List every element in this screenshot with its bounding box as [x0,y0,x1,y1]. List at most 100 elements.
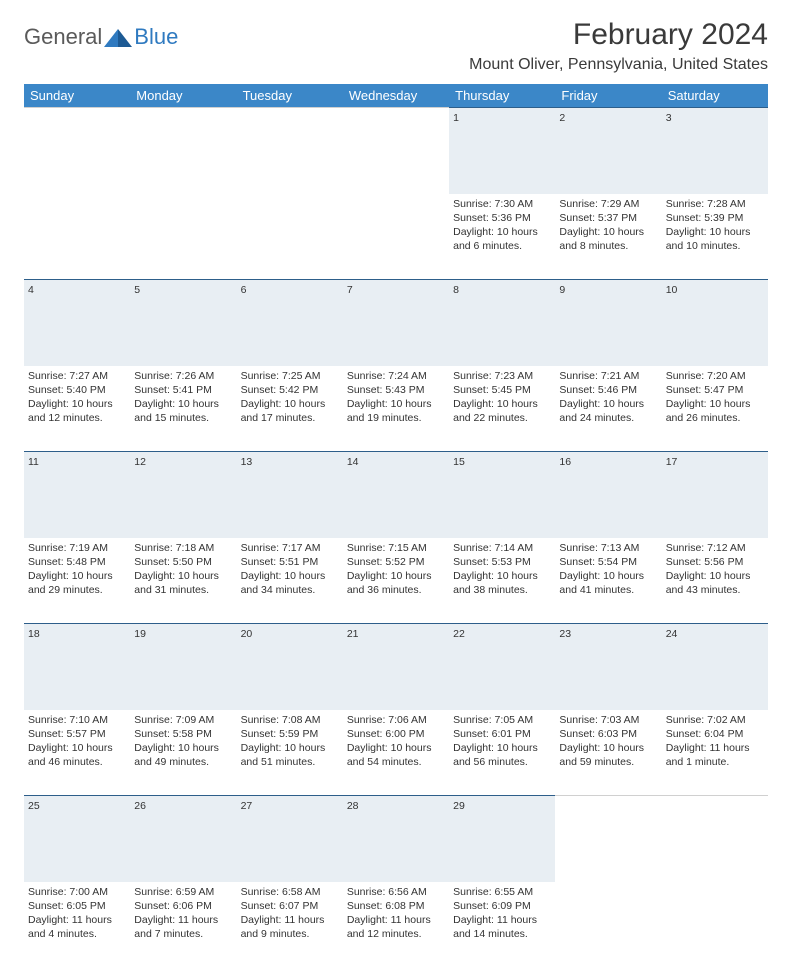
day-header: Wednesday [343,84,449,108]
day-detail-line: and 6 minutes. [453,239,551,253]
day-cell: Sunrise: 7:14 AMSunset: 5:53 PMDaylight:… [449,538,555,624]
day-detail-line: Sunset: 5:43 PM [347,383,445,397]
day-cell: Sunrise: 7:20 AMSunset: 5:47 PMDaylight:… [662,366,768,452]
day-detail-line: Daylight: 10 hours [666,225,764,239]
day-detail-line: Daylight: 10 hours [666,397,764,411]
day-detail-line: Sunrise: 6:55 AM [453,885,551,899]
day-detail-line: Sunset: 6:01 PM [453,727,551,741]
day-detail-line: Daylight: 10 hours [347,397,445,411]
day-number: 22 [449,624,555,710]
day-number: 18 [24,624,130,710]
day-detail-line: Daylight: 10 hours [241,569,339,583]
day-number: 12 [130,452,236,538]
day-header-row: SundayMondayTuesdayWednesdayThursdayFrid… [24,84,768,108]
day-detail-line: Daylight: 10 hours [28,741,126,755]
day-cell: Sunrise: 7:18 AMSunset: 5:50 PMDaylight:… [130,538,236,624]
day-detail-line: Daylight: 10 hours [134,741,232,755]
day-number: 21 [343,624,449,710]
day-cell: Sunrise: 6:55 AMSunset: 6:09 PMDaylight:… [449,882,555,968]
brand-general: General [24,24,102,50]
day-number: 29 [449,796,555,882]
day-cell: Sunrise: 7:00 AMSunset: 6:05 PMDaylight:… [24,882,130,968]
day-detail-line: Sunrise: 7:06 AM [347,713,445,727]
day-detail-line: Sunrise: 7:10 AM [28,713,126,727]
day-number: 16 [555,452,661,538]
day-number [343,108,449,194]
day-detail-row: Sunrise: 7:30 AMSunset: 5:36 PM Daylight:… [24,194,768,280]
day-detail-line: Sunset: 5:36 PM [453,211,551,225]
day-detail-line: Daylight: 10 hours [559,741,657,755]
day-detail-line: Daylight: 10 hours [559,397,657,411]
day-detail-line: and 9 minutes. [241,927,339,941]
day-detail-line: and 7 minutes. [134,927,232,941]
day-number-row: 18192021222324 [24,624,768,710]
day-detail-line: Daylight: 10 hours [559,225,657,239]
day-detail-row: Sunrise: 7:10 AMSunset: 5:57 PMDaylight:… [24,710,768,796]
day-detail-line: Sunrise: 7:18 AM [134,541,232,555]
day-detail-line: Sunrise: 7:12 AM [666,541,764,555]
day-detail-line: Sunrise: 7:13 AM [559,541,657,555]
day-detail-line: Daylight: 10 hours [559,569,657,583]
month-title: February 2024 [469,18,768,52]
day-cell: Sunrise: 7:27 AMSunset: 5:40 PMDaylight:… [24,366,130,452]
day-detail-line: and 54 minutes. [347,755,445,769]
day-detail-line: Sunrise: 7:28 AM [666,197,764,211]
day-cell: Sunrise: 7:06 AMSunset: 6:00 PMDaylight:… [343,710,449,796]
day-detail-line: Sunset: 5:51 PM [241,555,339,569]
day-detail-line: Daylight: 11 hours [28,913,126,927]
day-detail-line: Sunrise: 7:24 AM [347,369,445,383]
day-header: Monday [130,84,236,108]
day-detail-line: Sunset: 5:46 PM [559,383,657,397]
day-detail-line: Sunset: 5:41 PM [134,383,232,397]
day-cell [555,882,661,968]
day-cell: Sunrise: 7:15 AMSunset: 5:52 PMDaylight:… [343,538,449,624]
day-detail-line: Daylight: 10 hours [134,397,232,411]
day-detail-line: Sunset: 5:52 PM [347,555,445,569]
day-detail-line: Sunrise: 7:23 AM [453,369,551,383]
day-cell: Sunrise: 6:56 AMSunset: 6:08 PMDaylight:… [343,882,449,968]
day-detail-line: Sunrise: 7:25 AM [241,369,339,383]
day-header: Thursday [449,84,555,108]
day-detail-line: and 43 minutes. [666,583,764,597]
day-detail-line: Daylight: 10 hours [241,397,339,411]
day-detail-line: Sunset: 6:04 PM [666,727,764,741]
location-text: Mount Oliver, Pennsylvania, United State… [469,56,768,74]
day-detail-line: Sunset: 6:05 PM [28,899,126,913]
day-cell: Sunrise: 7:30 AMSunset: 5:36 PMDaylight:… [449,194,555,280]
day-detail-line: Sunrise: 7:08 AM [241,713,339,727]
day-number: 1 [449,108,555,194]
brand-triangle-icon [104,27,132,47]
day-number: 15 [449,452,555,538]
day-detail-line: Sunrise: 7:21 AM [559,369,657,383]
day-detail-line: Sunset: 6:06 PM [134,899,232,913]
day-detail-line: Daylight: 10 hours [134,569,232,583]
day-detail-line: Sunset: 5:47 PM [666,383,764,397]
day-number [130,108,236,194]
day-detail-row: Sunrise: 7:00 AMSunset: 6:05 PMDaylight:… [24,882,768,968]
day-header: Tuesday [237,84,343,108]
day-detail-line: Daylight: 11 hours [241,913,339,927]
day-number: 14 [343,452,449,538]
day-detail-line: Daylight: 10 hours [28,569,126,583]
day-detail-line: and 59 minutes. [559,755,657,769]
day-cell: Sunrise: 7:02 AMSunset: 6:04 PMDaylight:… [662,710,768,796]
calendar-page: General Blue February 2024 Mount Oliver,… [0,0,792,968]
day-number: 11 [24,452,130,538]
day-number: 20 [237,624,343,710]
day-detail-line: Sunset: 5:40 PM [28,383,126,397]
day-cell: Sunrise: 7:26 AMSunset: 5:41 PMDaylight:… [130,366,236,452]
day-cell: Sunrise: 7:12 AMSunset: 5:56 PMDaylight:… [662,538,768,624]
header: General Blue February 2024 Mount Oliver,… [24,18,768,74]
day-cell: Sunrise: 7:08 AMSunset: 5:59 PMDaylight:… [237,710,343,796]
day-cell: Sunrise: 7:03 AMSunset: 6:03 PMDaylight:… [555,710,661,796]
day-detail-line: Sunrise: 7:30 AM [453,197,551,211]
brand-blue: Blue [134,24,178,50]
day-detail-line: Daylight: 11 hours [134,913,232,927]
day-detail-line: and 49 minutes. [134,755,232,769]
day-detail-line: and 10 minutes. [666,239,764,253]
day-detail-line: Sunrise: 6:58 AM [241,885,339,899]
day-number [662,796,768,882]
day-detail-line: Sunrise: 7:00 AM [28,885,126,899]
day-cell: Sunrise: 7:24 AMSunset: 5:43 PMDaylight:… [343,366,449,452]
day-detail-line: and 38 minutes. [453,583,551,597]
